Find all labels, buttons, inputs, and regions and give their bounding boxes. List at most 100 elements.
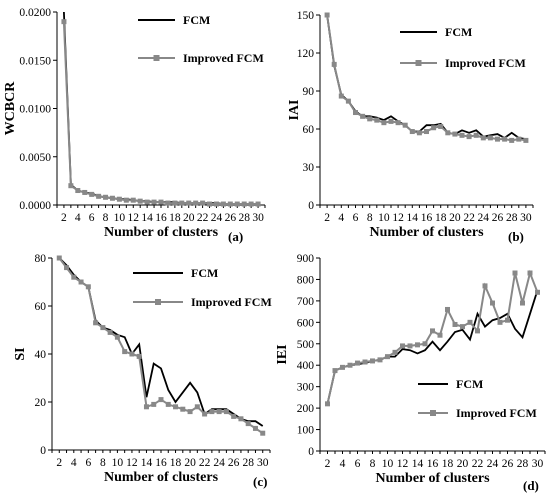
panel-label: (b) bbox=[508, 229, 524, 244]
y-tick-label: 150 bbox=[297, 10, 315, 22]
x-tick-label: 10 bbox=[114, 212, 126, 224]
data-point bbox=[527, 270, 533, 276]
x-tick-label: 20 bbox=[457, 458, 469, 470]
legend-label: FCM bbox=[445, 25, 472, 39]
data-point bbox=[64, 265, 70, 271]
series-layer bbox=[56, 255, 266, 436]
data-point bbox=[123, 197, 129, 203]
data-point bbox=[231, 413, 237, 419]
data-point bbox=[186, 200, 192, 206]
data-point bbox=[495, 136, 500, 142]
y-tick-label: 0 bbox=[308, 200, 314, 212]
data-point bbox=[374, 117, 380, 123]
x-tick-label: 30 bbox=[520, 212, 532, 224]
x-tick-label: 24 bbox=[213, 457, 225, 469]
data-point bbox=[158, 199, 164, 205]
data-point bbox=[260, 430, 266, 436]
y-tick-label: 40 bbox=[35, 349, 47, 361]
data-point bbox=[424, 129, 429, 135]
data-point bbox=[377, 357, 383, 363]
y-tick-label: 0 bbox=[308, 446, 314, 458]
data-point bbox=[193, 200, 199, 206]
data-point bbox=[151, 401, 157, 407]
data-point bbox=[332, 368, 338, 374]
x-tick-label: 18 bbox=[442, 458, 454, 470]
y-tick-label: 0.0000 bbox=[19, 200, 51, 212]
data-point bbox=[415, 342, 420, 348]
data-point bbox=[340, 364, 345, 370]
data-point bbox=[56, 255, 62, 261]
y-tick-label: 900 bbox=[297, 253, 315, 265]
y-tick-label: 300 bbox=[297, 382, 315, 394]
x-tick-label: 2 bbox=[325, 458, 331, 470]
data-point bbox=[100, 325, 106, 331]
x-tick-label: 14 bbox=[141, 457, 153, 469]
y-tick-label: 60 bbox=[303, 124, 315, 136]
x-tick-label: 30 bbox=[252, 212, 264, 224]
data-point bbox=[520, 300, 525, 306]
data-point bbox=[165, 401, 171, 407]
data-point bbox=[325, 401, 330, 407]
x-tick-label: 26 bbox=[225, 212, 237, 224]
x-tick-label: 22 bbox=[472, 458, 484, 470]
data-point bbox=[82, 189, 88, 195]
y-tick-label: 400 bbox=[297, 360, 315, 372]
data-point bbox=[505, 317, 510, 323]
data-point bbox=[467, 319, 473, 325]
x-tick-label: 2 bbox=[56, 457, 62, 469]
x-tick-label: 16 bbox=[155, 457, 167, 469]
x-tick-label: 28 bbox=[517, 458, 529, 470]
legend-label: Improved FCM bbox=[183, 51, 264, 65]
data-point bbox=[216, 409, 222, 415]
data-point bbox=[130, 197, 136, 203]
series-line-fcm bbox=[63, 11, 259, 205]
data-point bbox=[71, 274, 77, 280]
x-tick-label: 30 bbox=[532, 458, 544, 470]
legend: FCM Improved FCM bbox=[418, 377, 537, 420]
legend-label: Improved FCM bbox=[191, 295, 272, 309]
series-line-improved-fcm bbox=[326, 14, 527, 142]
y-tick-label: 500 bbox=[297, 339, 315, 351]
series-line-fcm bbox=[326, 289, 539, 404]
x-tick-label: 26 bbox=[502, 458, 514, 470]
x-tick-label: 8 bbox=[367, 212, 373, 224]
series-layer bbox=[325, 269, 540, 407]
data-point bbox=[109, 195, 115, 201]
data-point bbox=[187, 409, 193, 415]
data-point bbox=[78, 279, 84, 285]
x-tick-label: 22 bbox=[197, 212, 209, 224]
data-point bbox=[473, 132, 479, 138]
data-point bbox=[355, 360, 360, 366]
x-axis-title: Number of clusters bbox=[369, 225, 484, 240]
data-point bbox=[385, 354, 390, 360]
data-point bbox=[107, 329, 113, 335]
data-point bbox=[68, 183, 74, 189]
data-point bbox=[347, 362, 353, 368]
data-point bbox=[466, 134, 472, 140]
legend-label: FCM bbox=[191, 266, 218, 280]
panel-label: (d) bbox=[523, 478, 539, 493]
data-point bbox=[509, 137, 515, 143]
x-tick-label: 6 bbox=[355, 458, 361, 470]
x-tick-label: 28 bbox=[242, 457, 254, 469]
data-point bbox=[452, 321, 458, 327]
x-tick-label: 20 bbox=[449, 212, 461, 224]
data-point bbox=[459, 132, 465, 138]
data-point bbox=[324, 12, 330, 18]
data-point bbox=[241, 201, 247, 207]
x-tick-label: 18 bbox=[170, 457, 182, 469]
panel-label: (c) bbox=[253, 474, 267, 489]
data-point bbox=[165, 200, 171, 206]
data-point bbox=[502, 136, 508, 142]
data-point bbox=[207, 201, 213, 207]
data-point bbox=[512, 270, 518, 276]
x-tick-label: 4 bbox=[338, 212, 344, 224]
y-tick-label: 90 bbox=[303, 86, 315, 98]
y-tick-label: 0.0200 bbox=[19, 7, 51, 19]
data-point bbox=[238, 416, 244, 422]
y-tick-label: 120 bbox=[297, 48, 315, 60]
x-tick-label: 2 bbox=[61, 212, 67, 224]
